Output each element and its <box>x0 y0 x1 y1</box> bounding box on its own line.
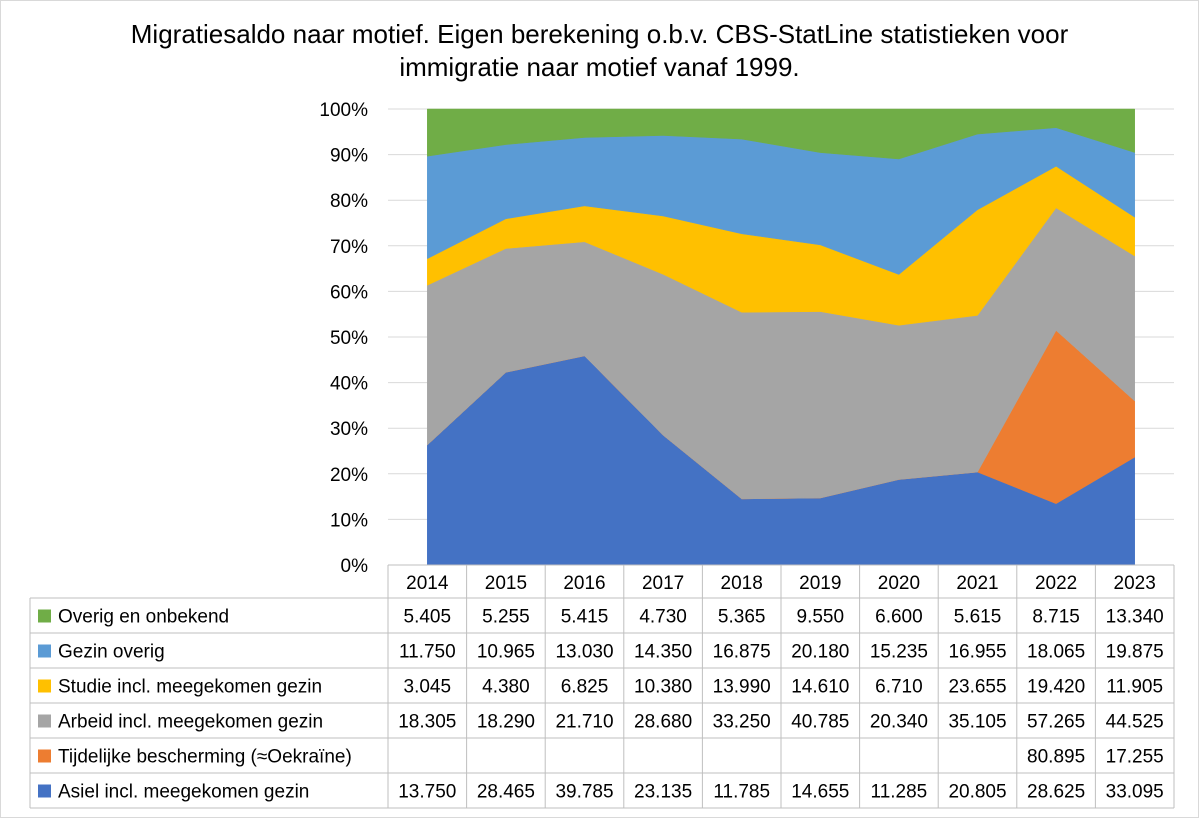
y-tick-label: 10% <box>330 510 368 531</box>
y-axis: 0% 10% 20% 30% 40% 50% 60% 70% 80% 90% 100% <box>319 100 368 577</box>
table-cell: 19.420 <box>1027 677 1085 698</box>
chart-title-line-1: Migratiesaldo naar motief. Eigen bereken… <box>130 19 1069 49</box>
table-cell: 44.525 <box>1106 712 1164 733</box>
table-cell: 20.180 <box>791 642 849 663</box>
table-cell: 10.965 <box>477 642 535 663</box>
table-cell: 33.250 <box>713 712 771 733</box>
legend-label: Asiel incl. meegekomen gezin <box>58 782 309 803</box>
table-header-year: 2014 <box>406 573 449 594</box>
y-tick-label: 0% <box>341 556 369 577</box>
legend-swatch <box>38 609 51 623</box>
table-cell: 28.680 <box>634 712 692 733</box>
table-cell: 5.415 <box>561 607 609 628</box>
table-cell: 33.095 <box>1106 782 1164 803</box>
table-header-year: 2016 <box>563 573 605 594</box>
table-cell: 13.030 <box>555 642 613 663</box>
table-header-year: 2023 <box>1114 573 1156 594</box>
table-header-year: 2015 <box>485 573 527 594</box>
table-header-year: 2017 <box>642 573 684 594</box>
table-cell: 10.380 <box>634 677 692 698</box>
table-cell: 18.305 <box>398 712 456 733</box>
table-cell: 35.105 <box>948 712 1006 733</box>
y-tick-label: 20% <box>330 465 368 486</box>
legend-label: Studie incl. meegekomen gezin <box>58 677 322 698</box>
table-header-year: 2018 <box>721 573 763 594</box>
legend-label: Arbeid incl. meegekomen gezin <box>58 712 323 733</box>
y-tick-label: 100% <box>319 100 368 121</box>
table-cell: 4.380 <box>482 677 530 698</box>
legend-swatch <box>38 714 51 728</box>
y-tick-label: 90% <box>330 146 368 167</box>
table-cell: 14.610 <box>791 677 849 698</box>
table-cell: 40.785 <box>791 712 849 733</box>
table-cell: 11.905 <box>1106 677 1163 698</box>
legend-swatch <box>38 784 51 798</box>
data-table: 2014 2015 2016 2017 2018 2019 2020 2021 2022 2023… <box>29 564 1175 809</box>
table-cell: 21.710 <box>555 712 613 733</box>
table-cell: 6.825 <box>561 677 609 698</box>
legend-swatch <box>38 679 51 693</box>
legend-label: Tijdelijke bescherming (≈Oekraïne) <box>58 747 352 768</box>
table-cell: 9.550 <box>797 607 845 628</box>
y-tick-label: 70% <box>330 237 368 258</box>
legend-swatch <box>38 749 51 763</box>
table-cell: 15.235 <box>870 642 928 663</box>
table-cell: 57.265 <box>1027 712 1085 733</box>
table-cell: 13.990 <box>713 677 771 698</box>
table-cell: 14.350 <box>634 642 692 663</box>
table-cell: 28.465 <box>477 782 535 803</box>
table-cell: 80.895 <box>1027 747 1085 768</box>
chart-title: Migratiesaldo naar motief. Eigen bereken… <box>0 18 1199 84</box>
table-cell: 5.405 <box>404 607 452 628</box>
area-series-layer <box>427 108 1135 566</box>
y-tick-label: 80% <box>330 191 368 212</box>
table-cell: 16.875 <box>713 642 771 663</box>
area-series-overig-en-onbekend <box>427 108 1135 160</box>
table-cell: 5.255 <box>482 607 530 628</box>
table-cell: 4.730 <box>639 607 687 628</box>
table-cell: 20.340 <box>870 712 928 733</box>
table-header-year: 2019 <box>799 573 841 594</box>
table-cell: 28.625 <box>1027 782 1085 803</box>
table-header-year: 2022 <box>1035 573 1077 594</box>
table-cell: 11.285 <box>871 782 928 803</box>
table-cell: 6.710 <box>875 677 923 698</box>
legend-label: Gezin overig <box>58 642 165 663</box>
table-header-year: 2021 <box>956 573 998 594</box>
table-cell: 11.750 <box>399 642 456 663</box>
table-cell: 20.805 <box>948 782 1006 803</box>
table-cell: 17.255 <box>1106 747 1164 768</box>
table-cell: 13.750 <box>398 782 456 803</box>
table-header-year: 2020 <box>878 573 920 594</box>
y-tick-label: 40% <box>330 374 368 395</box>
table-cell: 5.615 <box>954 607 1002 628</box>
table-cell: 16.955 <box>948 642 1006 663</box>
table-cell: 23.135 <box>634 782 692 803</box>
table-cell: 18.065 <box>1027 642 1085 663</box>
table-cell: 19.875 <box>1106 642 1164 663</box>
table-cell: 39.785 <box>555 782 613 803</box>
table-cell: 14.655 <box>791 782 849 803</box>
table-cell: 5.365 <box>718 607 766 628</box>
table-cell: 8.715 <box>1032 607 1080 628</box>
legend-label: Overig en onbekend <box>58 607 229 628</box>
table-cell: 3.045 <box>404 677 452 698</box>
y-tick-label: 30% <box>330 419 368 440</box>
table-cell: 11.785 <box>713 782 770 803</box>
table-cell: 13.340 <box>1106 607 1164 628</box>
y-tick-label: 60% <box>330 282 368 303</box>
table-cell: 23.655 <box>948 677 1006 698</box>
y-tick-label: 50% <box>330 328 368 349</box>
table-cell: 18.290 <box>477 712 535 733</box>
table-cell: 6.600 <box>875 607 923 628</box>
legend-swatch <box>38 644 51 658</box>
chart-title-line-2: immigratie naar motief vanaf 1999. <box>399 52 800 82</box>
